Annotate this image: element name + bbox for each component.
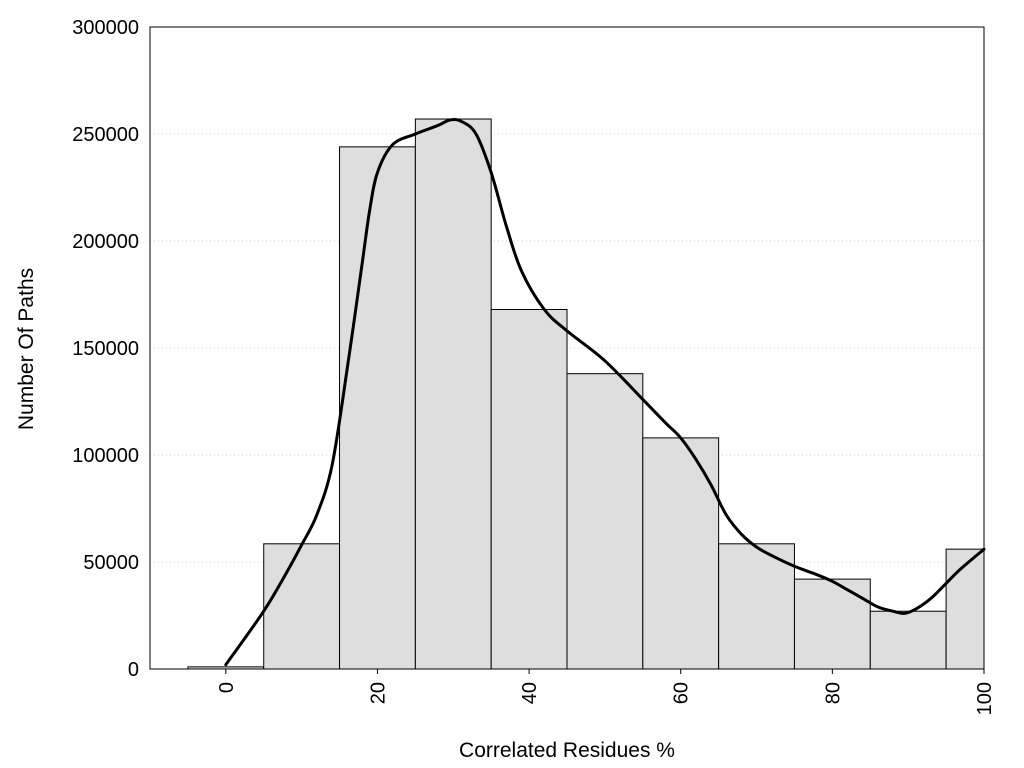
y-tick-label-50000: 50000 — [83, 552, 139, 574]
y-axis-ticks: 0 50000 100000 150000 200000 250000 300000 — [72, 17, 139, 681]
x-tick-label-80: 80 — [822, 682, 844, 704]
histogram-bar-60 — [642, 437, 720, 670]
y-axis-title: Number Of Paths — [15, 268, 38, 430]
x-tick-label-20: 20 — [367, 682, 389, 704]
histogram-bars — [187, 118, 985, 670]
histogram-bar-90 — [869, 610, 947, 670]
x-tick-label-0: 0 — [216, 682, 238, 693]
x-tick-label-60: 60 — [671, 682, 693, 704]
y-tick-label-0: 0 — [128, 659, 139, 681]
y-tick-label-300000: 300000 — [72, 17, 139, 39]
histogram-bar-10 — [263, 543, 341, 670]
histogram-bar-50 — [566, 373, 644, 670]
y-tick-label-150000: 150000 — [72, 338, 139, 360]
x-tick-label-100: 100 — [974, 682, 996, 715]
histogram-bar-30 — [414, 118, 492, 670]
histogram-bar-20 — [339, 146, 416, 670]
histogram-bar-40 — [490, 308, 568, 670]
density-curve-line — [224, 117, 986, 667]
histogram-bar-70 — [718, 543, 795, 670]
x-tick-label-40: 40 — [519, 682, 541, 704]
y-tick-label-100000: 100000 — [72, 445, 139, 467]
y-tick-label-250000: 250000 — [72, 124, 139, 146]
histogram-bar-80 — [793, 578, 871, 670]
plot-frame — [149, 26, 985, 670]
histogram-bar-100 — [945, 548, 985, 670]
y-tick-label-200000: 200000 — [72, 231, 139, 253]
x-axis-title: Correlated Residues % — [459, 739, 675, 762]
x-axis-ticks: 0 20 40 60 80 100 — [216, 669, 996, 715]
